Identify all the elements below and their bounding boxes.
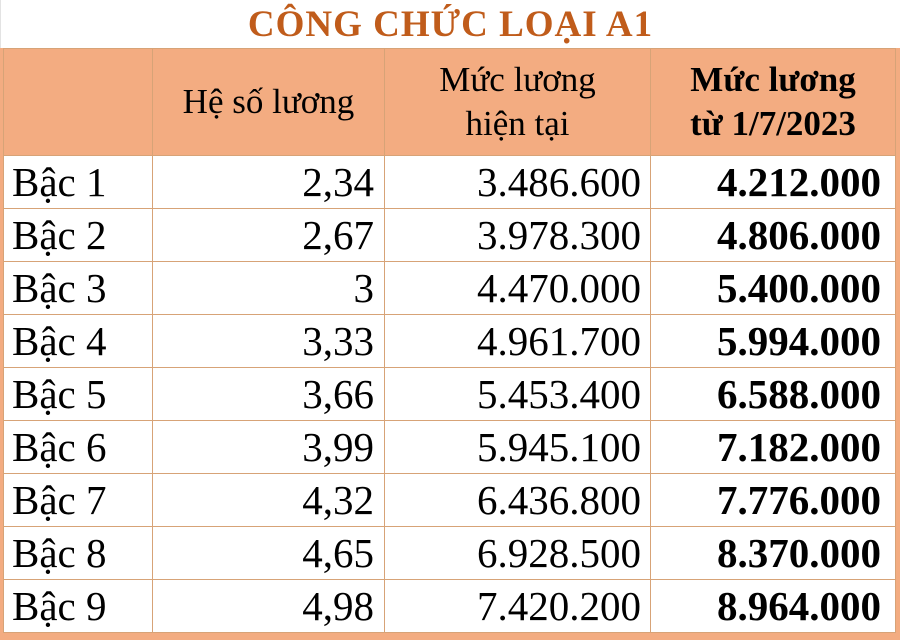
page-title: CÔNG CHỨC LOẠI A1 [247, 3, 654, 45]
coefficient-cell: 3,33 [152, 314, 385, 368]
salary-table: Hệ số lương Mức lương hiện tại Mức lương… [3, 48, 896, 633]
header-row: Hệ số lương Mức lương hiện tại Mức lương… [3, 48, 896, 156]
current-salary-cell: 4.961.700 [384, 314, 651, 368]
column-header-new-line1: Mức lương [690, 60, 856, 100]
table-row: Bậc 8 4,65 6.928.500 8.370.000 [3, 526, 896, 580]
table-row: Bậc 7 4,32 6.436.800 7.776.000 [3, 473, 896, 527]
current-salary-cell: 5.945.100 [384, 420, 651, 474]
column-header-new-salary: Mức lương từ 1/7/2023 [650, 48, 896, 156]
table-row: Bậc 2 2,67 3.978.300 4.806.000 [3, 208, 896, 262]
coefficient-cell: 2,67 [152, 208, 385, 262]
table-row: Bậc 6 3,99 5.945.100 7.182.000 [3, 420, 896, 474]
row-label-cell: Bậc 2 [3, 208, 153, 262]
new-salary-cell: 6.588.000 [650, 367, 896, 421]
new-salary-cell: 5.400.000 [650, 261, 896, 315]
column-header-coefficient: Hệ số lương [152, 48, 385, 156]
table-row: Bậc 4 3,33 4.961.700 5.994.000 [3, 314, 896, 368]
new-salary-cell: 8.370.000 [650, 526, 896, 580]
coefficient-cell: 3 [152, 261, 385, 315]
current-salary-cell: 3.978.300 [384, 208, 651, 262]
column-header-current-salary: Mức lương hiện tại [384, 48, 651, 156]
row-label-cell: Bậc 9 [3, 579, 153, 633]
coefficient-cell: 3,66 [152, 367, 385, 421]
row-label-cell: Bậc 6 [3, 420, 153, 474]
table-row: Bậc 9 4,98 7.420.200 8.964.000 [3, 579, 896, 633]
coefficient-cell: 4,98 [152, 579, 385, 633]
current-salary-cell: 3.486.600 [384, 155, 651, 209]
current-salary-cell: 6.928.500 [384, 526, 651, 580]
new-salary-cell: 4.806.000 [650, 208, 896, 262]
current-salary-cell: 7.420.200 [384, 579, 651, 633]
column-header-current-line1: Mức lương [439, 60, 596, 100]
new-salary-cell: 4.212.000 [650, 155, 896, 209]
coefficient-cell: 4,65 [152, 526, 385, 580]
coefficient-cell: 4,32 [152, 473, 385, 527]
column-header-current-line2: hiện tại [465, 104, 570, 143]
row-label-cell: Bậc 3 [3, 261, 153, 315]
coefficient-cell: 3,99 [152, 420, 385, 474]
table-body: Bậc 1 2,34 3.486.600 4.212.000 Bậc 2 2,6… [3, 155, 896, 633]
row-label-cell: Bậc 1 [3, 155, 153, 209]
table-row: Bậc 1 2,34 3.486.600 4.212.000 [3, 155, 896, 209]
column-header-new-line2: từ 1/7/2023 [690, 104, 856, 143]
table-row: Bậc 5 3,66 5.453.400 6.588.000 [3, 367, 896, 421]
row-label-cell: Bậc 7 [3, 473, 153, 527]
bottom-strip [0, 633, 900, 640]
new-salary-cell: 8.964.000 [650, 579, 896, 633]
new-salary-cell: 7.776.000 [650, 473, 896, 527]
table-row: Bậc 3 3 4.470.000 5.400.000 [3, 261, 896, 315]
row-label-cell: Bậc 8 [3, 526, 153, 580]
coefficient-cell: 2,34 [152, 155, 385, 209]
current-salary-cell: 6.436.800 [384, 473, 651, 527]
row-label-cell: Bậc 5 [3, 367, 153, 421]
column-header-stub [3, 48, 153, 156]
row-label-cell: Bậc 4 [3, 314, 153, 368]
title-band: CÔNG CHỨC LOẠI A1 [0, 0, 900, 48]
table-header: Hệ số lương Mức lương hiện tại Mức lương… [3, 48, 896, 156]
current-salary-cell: 4.470.000 [384, 261, 651, 315]
new-salary-cell: 5.994.000 [650, 314, 896, 368]
current-salary-cell: 5.453.400 [384, 367, 651, 421]
new-salary-cell: 7.182.000 [650, 420, 896, 474]
